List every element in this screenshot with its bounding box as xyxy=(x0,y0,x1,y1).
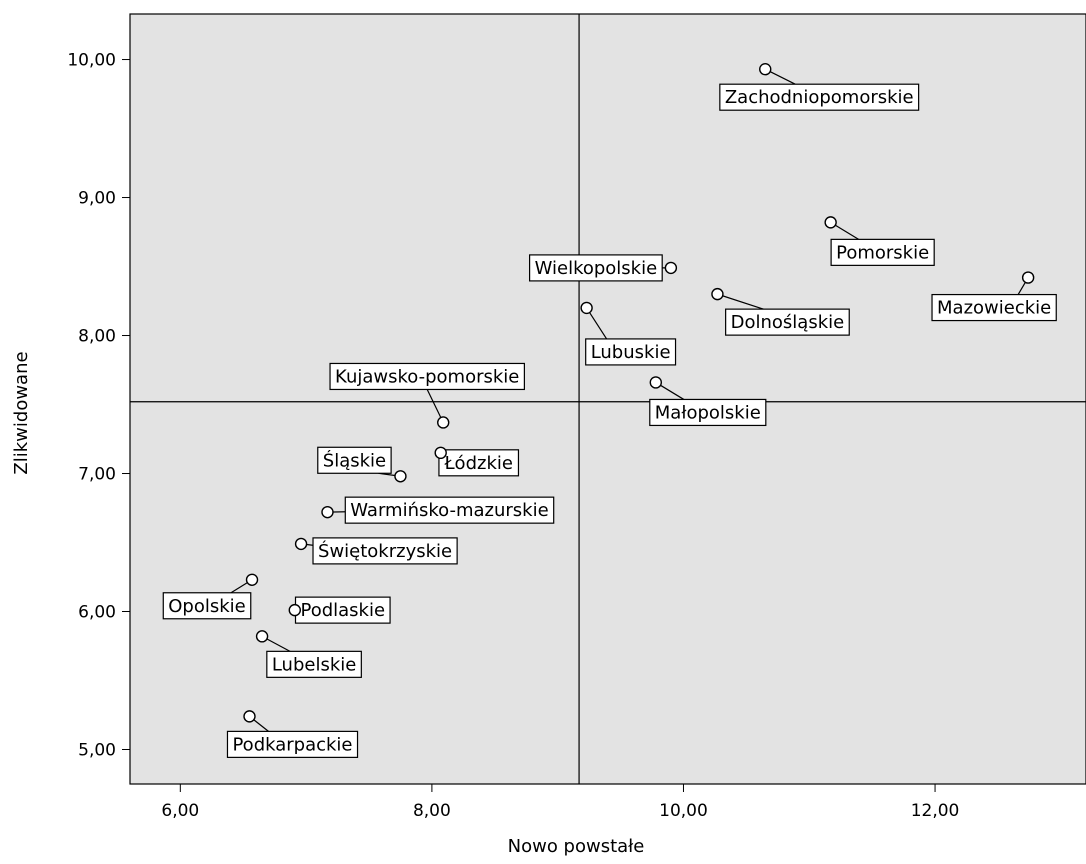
point-label: Lubelskie xyxy=(272,654,357,675)
x-axis-title: Nowo powstałe xyxy=(508,836,645,857)
x-tick-label: 8,00 xyxy=(413,801,451,821)
point-marker xyxy=(434,446,447,460)
point-label: Warmińsko-mazurskie xyxy=(350,500,548,521)
data-point: Opolskie xyxy=(162,573,259,620)
y-tick-label: 10,00 xyxy=(67,51,116,71)
point-marker xyxy=(255,630,269,643)
point-label-box xyxy=(317,446,392,474)
y-tick-label: 8,00 xyxy=(78,327,116,347)
point-label-box xyxy=(649,398,767,427)
point-label: Wielkopolskie xyxy=(535,258,658,279)
point-marker xyxy=(649,376,662,389)
point-marker xyxy=(711,287,724,301)
y-tick-label: 7,00 xyxy=(78,465,116,485)
point-label-box xyxy=(226,730,359,758)
point-marker xyxy=(824,216,837,229)
point-label: Mazowieckie xyxy=(937,298,1051,319)
point-marker xyxy=(245,573,259,586)
y-tick-label: 6,00 xyxy=(78,603,116,623)
point-label: Świętokrzyskie xyxy=(318,540,452,562)
data-point: Warmińsko-mazurskie xyxy=(321,496,555,524)
point-label: Śląskie xyxy=(323,449,386,471)
point-label: Opolskie xyxy=(168,596,245,617)
data-point: Łódzkie xyxy=(434,446,520,477)
point-label-box xyxy=(719,83,920,111)
data-point: Podlaskie xyxy=(288,596,391,624)
point-label: Łódzkie xyxy=(443,453,513,474)
data-point: Lubuskie xyxy=(580,301,677,366)
y-axis-title: Zlikwidowane xyxy=(11,351,32,474)
data-point: Podkarpackie xyxy=(226,710,359,758)
point-marker xyxy=(437,416,450,429)
point-label-box xyxy=(585,338,677,366)
x-axis: 6,00 8,00 10,00 12,00 xyxy=(161,784,959,821)
point-label-box xyxy=(266,650,362,678)
data-point: Dolnośląskie xyxy=(711,287,850,336)
point-label: Pomorskie xyxy=(836,242,929,263)
data-point: Małopolskie xyxy=(649,376,767,427)
data-point: Wielkopolskie xyxy=(528,254,678,282)
point-label: Podkarpackie xyxy=(232,734,352,755)
point-label-box xyxy=(312,537,458,565)
data-point: Zachodniopomorskie xyxy=(719,62,920,111)
reference-lines xyxy=(130,14,1086,784)
y-tick-label: 9,00 xyxy=(78,189,116,209)
point-marker xyxy=(759,62,772,76)
data-points: Zachodniopomorskie Pomorskie Mazowieckie Wi… xyxy=(162,62,1057,758)
point-marker xyxy=(321,505,334,519)
y-axis: 5,00 6,00 7,00 8,00 9,00 10,00 xyxy=(67,51,130,761)
point-label: Lubuskie xyxy=(591,342,671,363)
point-marker xyxy=(288,603,301,617)
x-tick-label: 6,00 xyxy=(161,801,199,821)
point-label-box xyxy=(931,293,1057,322)
x-tick-label: 10,00 xyxy=(659,801,708,821)
data-point: Śląskie xyxy=(317,446,407,483)
data-point: Lubelskie xyxy=(255,630,362,678)
point-marker xyxy=(394,470,407,483)
point-label: Zachodniopomorskie xyxy=(725,87,914,108)
point-marker xyxy=(664,261,678,275)
point-label-box xyxy=(528,254,663,282)
x-tick-label: 12,00 xyxy=(911,801,960,821)
point-marker xyxy=(580,301,593,315)
point-label: Podlaskie xyxy=(301,600,386,621)
data-point: Kujawsko-pomorskie xyxy=(329,362,525,429)
data-point: Mazowieckie xyxy=(931,271,1057,322)
point-label-box xyxy=(830,238,935,266)
point-marker xyxy=(294,537,308,551)
point-label-box xyxy=(725,308,850,336)
point-label-box xyxy=(344,496,555,524)
data-point: Pomorskie xyxy=(824,216,935,266)
data-point: Świętokrzyskie xyxy=(294,537,458,565)
point-label-box xyxy=(438,449,520,477)
point-label-box xyxy=(329,362,525,391)
point-marker xyxy=(1021,271,1035,284)
point-label: Kujawsko-pomorskie xyxy=(335,366,519,387)
point-label: Dolnośląskie xyxy=(731,312,845,333)
point-marker xyxy=(243,710,256,723)
point-label-box xyxy=(162,592,252,620)
leader-line xyxy=(717,293,764,310)
point-label: Małopolskie xyxy=(655,402,761,423)
point-label-box xyxy=(294,596,391,624)
y-tick-label: 5,00 xyxy=(78,741,116,761)
